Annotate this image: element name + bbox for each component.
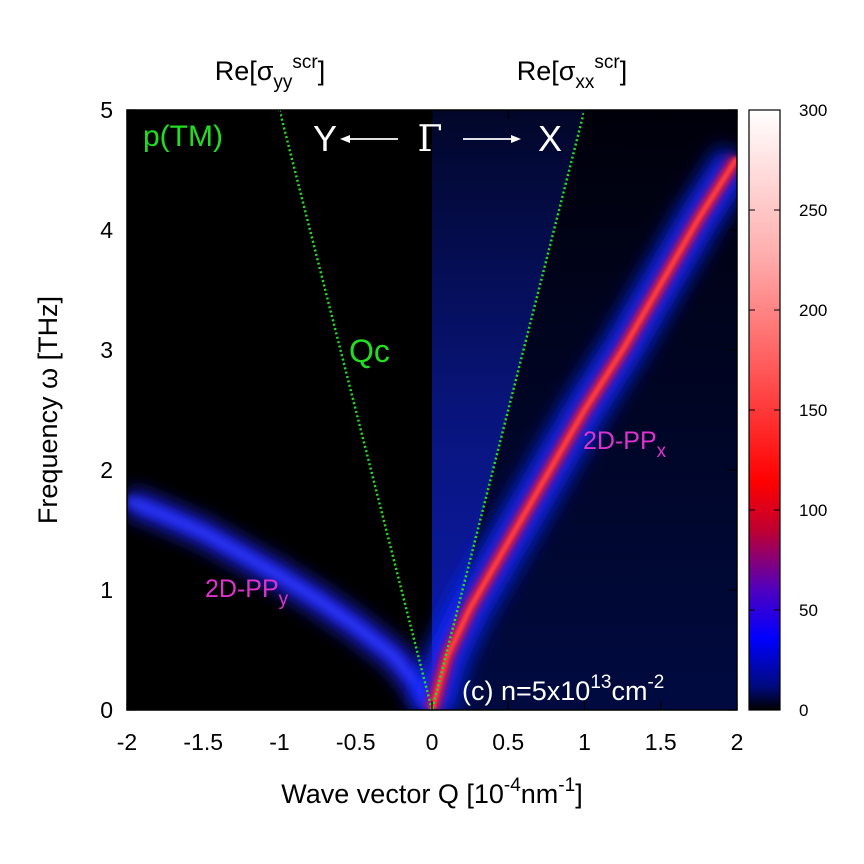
- colorbar-tick-label: 200: [799, 301, 827, 320]
- plot-area: [127, 110, 737, 710]
- panel-title-left: Re[σyyscr]: [215, 52, 326, 93]
- colorbar-tick-label: 100: [799, 501, 827, 520]
- x-tick-label: -2: [117, 729, 137, 755]
- y-axis: 0 1 2 3 4 5: [100, 97, 737, 723]
- colorbar-ticks: 0 50 100 150 200 250 300: [749, 101, 827, 720]
- direction-gamma-label: Γ: [418, 119, 443, 160]
- x-axis: -2 -1.5 -1 -0.5 0 0.5 1 1.5 2: [117, 110, 744, 755]
- x-tick-label: -1: [269, 729, 289, 755]
- light-line: [278, 110, 586, 710]
- x-tick-label: -1.5: [183, 729, 223, 755]
- branch-y-line: [127, 495, 437, 710]
- colorbar-tick-label: 150: [799, 401, 827, 420]
- x-tick-label: -0.5: [336, 729, 376, 755]
- x-tick-label: 0.5: [492, 729, 524, 755]
- colorbar-tick-label: 300: [799, 101, 827, 120]
- arrow-to-x: [463, 135, 521, 143]
- mode-label: p(TM): [143, 120, 223, 153]
- x-tick-label: 0: [426, 729, 439, 755]
- y-tick-label: 4: [100, 217, 113, 243]
- branch-x-line: [429, 156, 737, 710]
- colorbar-tick-label: 50: [799, 601, 818, 620]
- x-tick-label: 1: [578, 729, 591, 755]
- x-tick-label: 2: [731, 729, 744, 755]
- x-axis-title: Wave vector Q [10-4nm-1]: [281, 775, 582, 809]
- density-label: (c) n=5x1013cm-2: [462, 672, 664, 706]
- y-axis-title: Frequency ω [THz]: [33, 296, 63, 524]
- direction-y-label: Y: [313, 118, 337, 159]
- y-tick-label: 1: [100, 577, 113, 603]
- y-tick-label: 2: [100, 457, 113, 483]
- panel-title-right: Re[σxxscr]: [517, 52, 628, 93]
- x-tick-label: 1.5: [645, 729, 677, 755]
- arrow-to-y: [340, 135, 398, 143]
- y-tick-label: 3: [100, 337, 113, 363]
- direction-x-label: X: [538, 118, 562, 159]
- colorbar-tick-label: 250: [799, 201, 827, 220]
- colorbar-tick-label: 0: [799, 701, 808, 720]
- light-cone-label: Qc: [349, 333, 390, 369]
- y-tick-label: 0: [100, 697, 113, 723]
- plot-background-left: [127, 110, 432, 710]
- y-tick-label: 5: [100, 97, 113, 123]
